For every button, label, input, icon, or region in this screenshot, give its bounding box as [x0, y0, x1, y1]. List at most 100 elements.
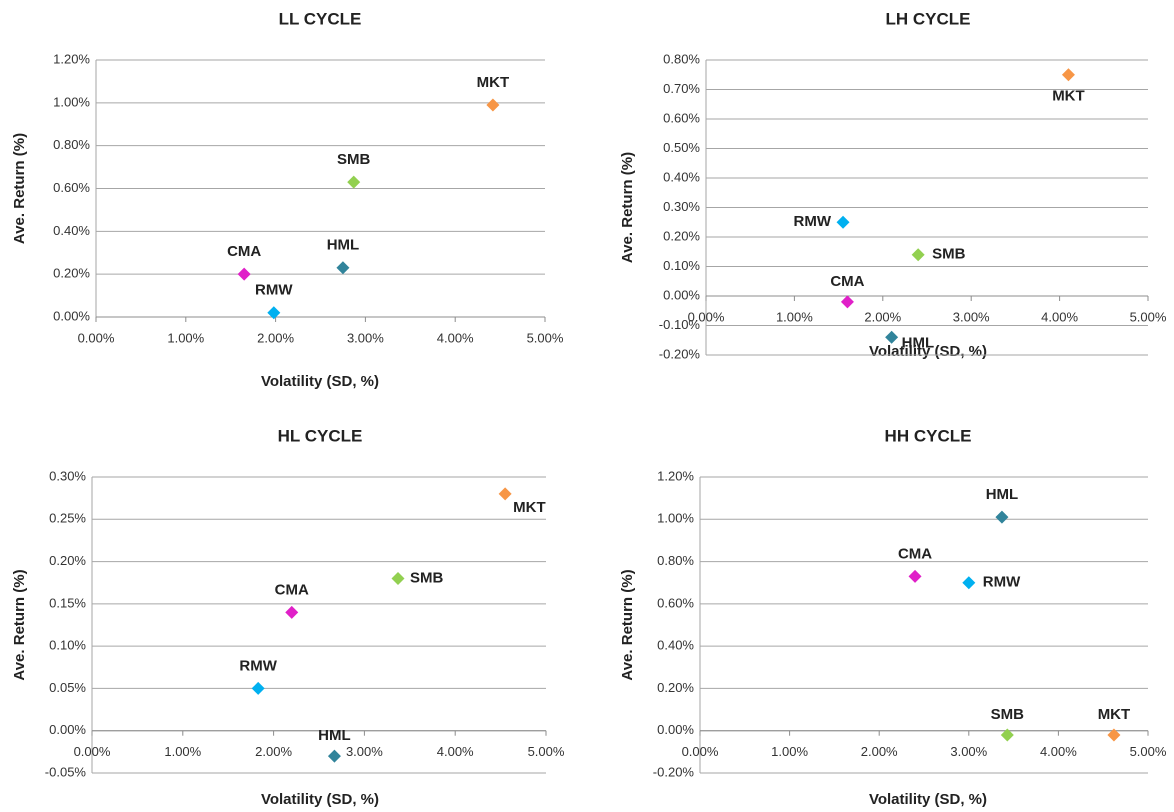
y-tick-label: 0.00%: [49, 722, 86, 737]
data-point: [1000, 728, 1014, 742]
data-point: [347, 175, 361, 189]
x-tick-label: 0.00%: [78, 330, 115, 345]
data-point: [498, 487, 512, 501]
y-axis-label: Ave. Return (%): [619, 569, 636, 680]
y-axis-label: Ave. Return (%): [11, 569, 28, 680]
point-label: SMB: [337, 151, 371, 168]
x-tick-label: 4.00%: [1040, 744, 1077, 759]
chart-title: HL CYCLE: [278, 426, 363, 445]
point-label: SMB: [932, 246, 966, 263]
y-tick-label: 0.40%: [657, 638, 694, 653]
x-tick-label: 2.00%: [861, 744, 898, 759]
y-tick-label: 0.80%: [663, 51, 700, 66]
point-label: MKT: [1052, 88, 1085, 105]
x-axis-label: Volatility (SD, %): [869, 343, 987, 360]
point-label: HML: [902, 334, 935, 351]
y-tick-label: 1.20%: [657, 468, 694, 483]
point-label: MKT: [513, 499, 546, 516]
point-label: HML: [318, 727, 351, 744]
y-tick-label: 0.00%: [657, 722, 694, 737]
data-point: [327, 749, 341, 763]
y-tick-label: 0.10%: [49, 638, 86, 653]
y-tick-label: 0.25%: [49, 511, 86, 526]
x-tick-label: 1.00%: [771, 744, 808, 759]
y-tick-label: 0.30%: [663, 199, 700, 214]
x-tick-label: 5.00%: [527, 330, 564, 345]
y-tick-label: 0.60%: [663, 110, 700, 125]
data-point: [336, 261, 350, 275]
y-tick-label: 0.20%: [663, 228, 700, 243]
data-point: [908, 569, 922, 583]
x-tick-label: 5.00%: [1130, 744, 1167, 759]
y-tick-label: 0.80%: [53, 137, 90, 152]
point-label: RMW: [983, 574, 1021, 591]
point-label: RMW: [239, 657, 277, 674]
x-axis-label: Volatility (SD, %): [261, 373, 379, 390]
y-tick-label: 0.10%: [663, 258, 700, 273]
y-tick-label: 0.00%: [663, 287, 700, 302]
data-point: [840, 295, 854, 309]
data-point: [836, 215, 850, 229]
point-label: CMA: [227, 243, 261, 260]
x-tick-label: 4.00%: [1041, 309, 1078, 324]
data-point: [962, 576, 976, 590]
data-point: [267, 306, 281, 320]
y-tick-label: -0.05%: [45, 764, 87, 779]
point-label: HML: [986, 486, 1019, 503]
data-point: [251, 681, 265, 695]
x-tick-label: 2.00%: [864, 309, 901, 324]
data-point: [1107, 728, 1121, 742]
chart-title: LL CYCLE: [279, 9, 362, 28]
x-tick-label: 3.00%: [347, 330, 384, 345]
x-tick-label: 3.00%: [953, 309, 990, 324]
data-point: [995, 510, 1009, 524]
chart-title: HH CYCLE: [885, 426, 972, 445]
y-tick-label: 1.00%: [657, 511, 694, 526]
x-tick-label: 1.00%: [776, 309, 813, 324]
y-tick-label: 0.50%: [663, 140, 700, 155]
y-tick-label: -0.20%: [659, 346, 701, 361]
x-tick-label: 1.00%: [164, 744, 201, 759]
point-label: MKT: [477, 74, 510, 91]
x-tick-label: 4.00%: [437, 744, 474, 759]
y-tick-label: 0.30%: [49, 468, 86, 483]
y-tick-label: -0.20%: [653, 764, 695, 779]
x-tick-label: 4.00%: [437, 330, 474, 345]
x-tick-label: 3.00%: [950, 744, 987, 759]
x-axis-label: Volatility (SD, %): [869, 791, 987, 808]
y-tick-label: 0.05%: [49, 680, 86, 695]
point-label: CMA: [898, 545, 932, 562]
data-point: [911, 248, 925, 262]
x-tick-label: 0.00%: [74, 744, 111, 759]
x-tick-label: 1.00%: [167, 330, 204, 345]
data-point: [285, 605, 299, 619]
data-point: [391, 571, 405, 585]
data-point: [486, 98, 500, 112]
y-tick-label: 0.20%: [53, 266, 90, 281]
data-point: [237, 267, 251, 281]
y-tick-label: 0.15%: [49, 595, 86, 610]
data-point: [885, 330, 899, 344]
point-label: SMB: [991, 706, 1025, 723]
y-axis-label: Ave. Return (%): [619, 152, 636, 263]
point-label: RMW: [794, 213, 832, 230]
y-tick-label: 0.40%: [53, 223, 90, 238]
x-tick-label: 2.00%: [257, 330, 294, 345]
x-tick-label: 3.00%: [346, 744, 383, 759]
x-tick-label: 2.00%: [255, 744, 292, 759]
point-label: SMB: [410, 569, 444, 586]
y-tick-label: 0.60%: [53, 180, 90, 195]
data-point: [1061, 68, 1075, 82]
y-tick-label: 0.70%: [663, 81, 700, 96]
x-tick-label: 0.00%: [688, 309, 725, 324]
y-axis-label: Ave. Return (%): [11, 133, 28, 244]
point-label: HML: [327, 237, 360, 254]
point-label: CMA: [830, 273, 864, 290]
y-tick-label: -0.10%: [659, 317, 701, 332]
y-tick-label: 0.60%: [657, 595, 694, 610]
x-axis-label: Volatility (SD, %): [261, 791, 379, 808]
y-tick-label: 0.80%: [657, 553, 694, 568]
y-tick-label: 1.00%: [53, 94, 90, 109]
